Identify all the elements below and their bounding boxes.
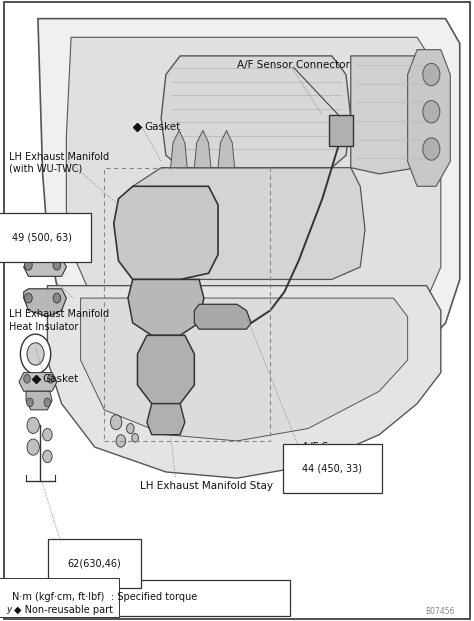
Circle shape (47, 374, 54, 383)
Text: A/F Sensor Connector: A/F Sensor Connector (237, 60, 350, 70)
Circle shape (27, 343, 44, 365)
Text: A/F Sensor: A/F Sensor (302, 442, 358, 452)
Polygon shape (57, 286, 427, 373)
Text: B07456: B07456 (426, 607, 455, 616)
Circle shape (53, 260, 61, 270)
Circle shape (27, 439, 39, 455)
Polygon shape (128, 168, 365, 279)
Circle shape (423, 138, 440, 160)
Text: LH Exhaust Manifold
Heat Insulator: LH Exhaust Manifold Heat Insulator (9, 309, 109, 332)
Polygon shape (24, 258, 66, 276)
Text: Gasket: Gasket (43, 374, 79, 384)
Circle shape (132, 433, 138, 442)
Text: x 6: x 6 (69, 233, 85, 243)
Text: ◆ Non-reusable part: ◆ Non-reusable part (14, 605, 113, 615)
Polygon shape (351, 56, 441, 174)
Circle shape (423, 63, 440, 86)
Polygon shape (171, 130, 187, 168)
Polygon shape (194, 130, 211, 168)
Circle shape (116, 435, 126, 447)
FancyBboxPatch shape (6, 580, 290, 616)
FancyBboxPatch shape (4, 2, 470, 619)
Circle shape (25, 260, 32, 270)
Text: 44 (450, 33): 44 (450, 33) (302, 464, 363, 474)
Polygon shape (137, 335, 194, 404)
Circle shape (25, 293, 32, 303)
Polygon shape (26, 391, 52, 410)
Polygon shape (194, 304, 251, 329)
Polygon shape (38, 19, 460, 416)
Polygon shape (114, 186, 218, 279)
Circle shape (24, 374, 30, 383)
Circle shape (27, 398, 33, 407)
Text: LH Exhaust Manifold Stay: LH Exhaust Manifold Stay (140, 481, 273, 491)
Text: N·m (kgf·cm, ft·lbf): N·m (kgf·cm, ft·lbf) (12, 592, 104, 602)
Text: 62(630,46): 62(630,46) (67, 558, 121, 568)
Circle shape (423, 101, 440, 123)
Circle shape (53, 293, 61, 303)
Polygon shape (128, 279, 204, 335)
Circle shape (20, 334, 51, 374)
Polygon shape (24, 289, 66, 317)
Polygon shape (408, 50, 450, 186)
Polygon shape (81, 298, 408, 441)
FancyBboxPatch shape (329, 115, 353, 146)
Polygon shape (161, 56, 351, 168)
Circle shape (27, 417, 39, 433)
Polygon shape (66, 37, 441, 379)
Circle shape (44, 398, 51, 407)
Text: : Specified torque: : Specified torque (111, 592, 198, 602)
Polygon shape (47, 286, 441, 478)
Text: 49 (500, 63): 49 (500, 63) (12, 233, 72, 243)
Circle shape (127, 424, 134, 433)
Circle shape (110, 415, 122, 430)
Text: Gasket: Gasket (145, 122, 181, 132)
Text: y: y (6, 605, 11, 614)
Polygon shape (147, 404, 185, 435)
Text: LH Exhaust Manifold
(with WU-TWC): LH Exhaust Manifold (with WU-TWC) (9, 152, 109, 174)
Polygon shape (218, 130, 235, 168)
Polygon shape (19, 373, 57, 391)
Circle shape (43, 450, 52, 463)
Circle shape (43, 428, 52, 441)
